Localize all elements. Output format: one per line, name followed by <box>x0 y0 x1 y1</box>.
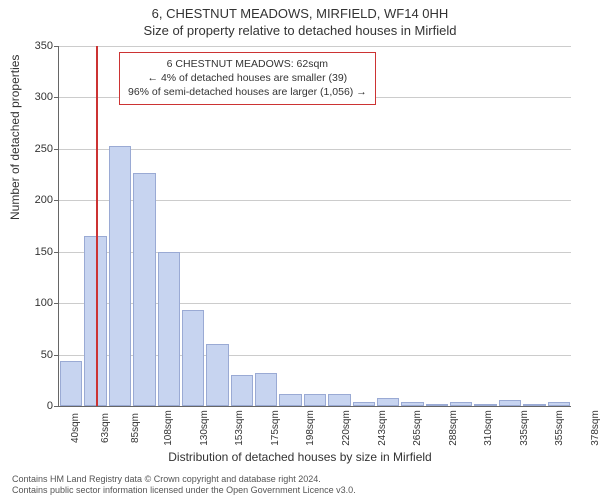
bar <box>255 373 277 406</box>
chart-title-sub: Size of property relative to detached ho… <box>0 21 600 38</box>
bar <box>182 310 204 406</box>
x-tick-label: 85sqm <box>130 413 141 443</box>
marker-line <box>96 46 98 406</box>
info-box-line: 96% of semi-detached houses are larger (… <box>128 85 367 99</box>
x-tick-label: 108sqm <box>163 410 174 446</box>
x-ticks: 40sqm63sqm85sqm108sqm130sqm153sqm175sqm1… <box>59 406 571 417</box>
x-axis-label: Distribution of detached houses by size … <box>0 450 600 464</box>
x-tick-label: 153sqm <box>234 410 245 446</box>
bar <box>60 361 82 406</box>
x-tick-label: 335sqm <box>519 410 530 446</box>
y-tick-label: 300 <box>35 91 53 103</box>
bar <box>206 344 228 406</box>
x-tick-label: 265sqm <box>412 410 423 446</box>
bar <box>133 173 155 406</box>
bar <box>377 398 399 406</box>
y-tick-label: 150 <box>35 246 53 258</box>
bar <box>279 394 301 406</box>
x-tick-label: 40sqm <box>70 413 81 443</box>
y-axis-label: Number of detached properties <box>8 55 22 220</box>
info-box: 6 CHESTNUT MEADOWS: 62sqm← 4% of detache… <box>119 52 376 105</box>
x-tick-label: 355sqm <box>554 410 565 446</box>
y-tick-label: 250 <box>35 143 53 155</box>
plot-area: 05010015020025030035040sqm63sqm85sqm108s… <box>58 46 571 407</box>
x-tick-label: 63sqm <box>100 413 111 443</box>
chart-container: 6, CHESTNUT MEADOWS, MIRFIELD, WF14 0HH … <box>0 0 600 500</box>
y-tick-label: 200 <box>35 194 53 206</box>
x-tick-label: 130sqm <box>198 410 209 446</box>
info-box-line: ← 4% of detached houses are smaller (39) <box>128 71 367 85</box>
x-tick-label: 175sqm <box>270 410 281 446</box>
x-tick-label: 220sqm <box>341 410 352 446</box>
footer-attribution: Contains HM Land Registry data © Crown c… <box>12 474 356 496</box>
y-tick-label: 350 <box>35 40 53 52</box>
info-box-line: 6 CHESTNUT MEADOWS: 62sqm <box>128 57 367 71</box>
footer-line-1: Contains HM Land Registry data © Crown c… <box>12 474 356 485</box>
y-tick-label: 50 <box>41 349 53 361</box>
x-tick-label: 378sqm <box>590 410 600 446</box>
x-tick-label: 198sqm <box>305 410 316 446</box>
bar <box>328 394 350 406</box>
bar <box>231 375 253 406</box>
x-tick-label: 243sqm <box>376 410 387 446</box>
chart-title-main: 6, CHESTNUT MEADOWS, MIRFIELD, WF14 0HH <box>0 0 600 21</box>
footer-line-2: Contains public sector information licen… <box>12 485 356 496</box>
y-tick-label: 100 <box>35 297 53 309</box>
bar <box>109 146 131 406</box>
y-tick-label: 0 <box>47 400 53 412</box>
bar <box>304 394 326 406</box>
bar <box>158 252 180 406</box>
x-tick-label: 288sqm <box>447 410 458 446</box>
x-tick-label: 310sqm <box>483 410 494 446</box>
